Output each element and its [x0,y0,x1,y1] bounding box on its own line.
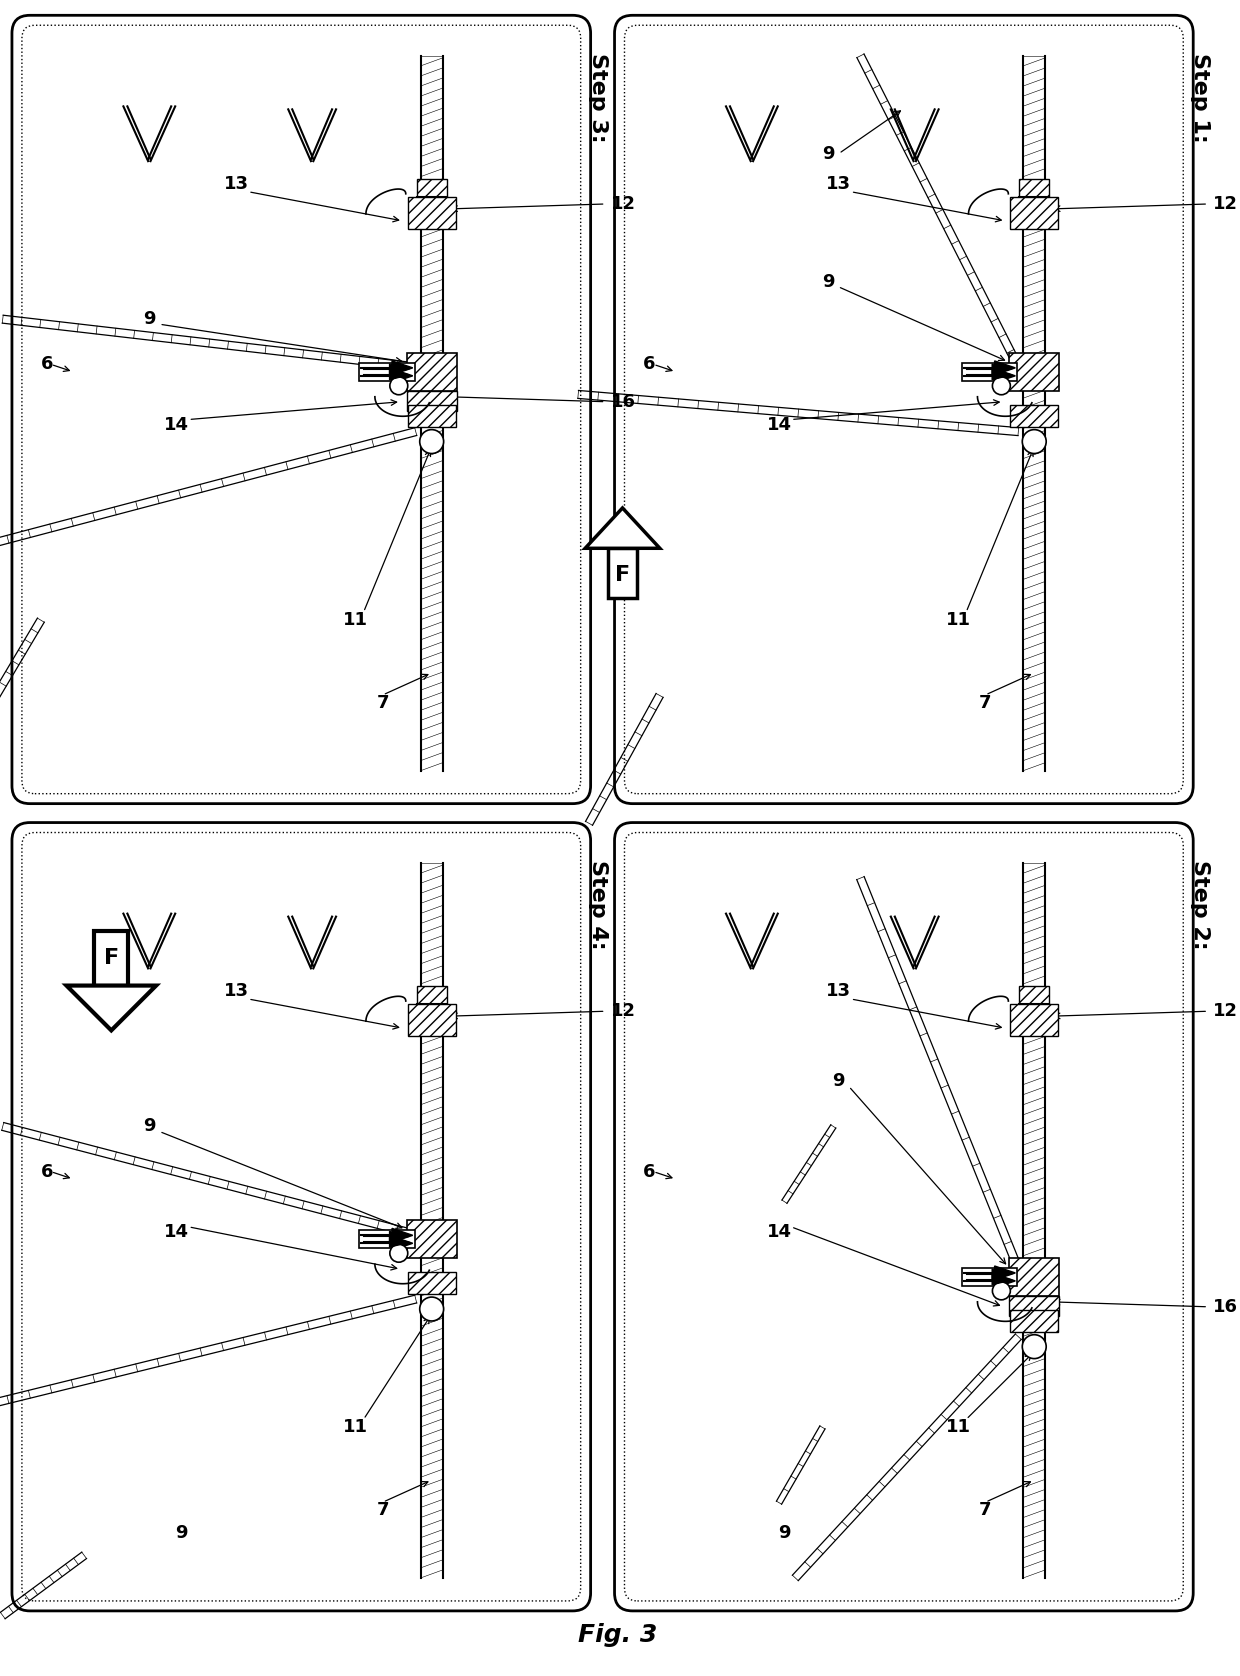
Polygon shape [392,1229,413,1242]
Polygon shape [389,364,409,374]
Bar [417,987,446,1004]
Bar [94,930,128,985]
Circle shape [389,377,408,396]
Text: 7: 7 [377,1502,389,1518]
Bar [417,179,446,198]
Polygon shape [994,360,1016,375]
Text: 12: 12 [1213,194,1238,213]
Bar [1011,1004,1058,1036]
Polygon shape [994,369,1016,382]
Text: Fig. 3: Fig. 3 [578,1622,657,1648]
FancyBboxPatch shape [615,823,1193,1611]
Polygon shape [389,1237,409,1247]
Polygon shape [992,1269,1012,1279]
Text: 13: 13 [223,982,249,1001]
Bar [1011,198,1058,230]
Text: 6: 6 [644,355,656,374]
Text: Step 4:: Step 4: [588,860,608,950]
Bar [408,404,455,427]
Text: Step 2:: Step 2: [1190,860,1210,950]
Bar [408,1004,455,1036]
Text: 9: 9 [822,273,835,290]
FancyBboxPatch shape [12,823,590,1611]
Text: 6: 6 [41,1163,53,1180]
Text: 16: 16 [610,392,636,411]
Text: 6: 6 [644,1163,656,1180]
Polygon shape [994,1274,1016,1287]
Bar [408,198,455,230]
Text: 11: 11 [343,612,368,628]
Text: F: F [104,949,119,969]
Bar [961,364,1017,380]
Text: 7: 7 [980,694,992,712]
FancyBboxPatch shape [12,15,590,803]
Text: Step 1:: Step 1: [1190,54,1210,142]
Polygon shape [67,985,156,1031]
Bar [1009,354,1059,391]
Text: 11: 11 [946,612,971,628]
Polygon shape [992,370,1012,380]
Text: F: F [615,565,630,585]
Polygon shape [392,1237,413,1250]
Text: 16: 16 [1213,1297,1238,1316]
Text: 12: 12 [610,1002,636,1021]
Bar [609,548,636,598]
Text: 13: 13 [826,174,851,193]
FancyBboxPatch shape [615,15,1193,803]
Text: 11: 11 [946,1418,971,1436]
Text: 9: 9 [143,1118,155,1135]
Text: 12: 12 [610,194,636,213]
Bar [1011,404,1058,427]
Polygon shape [992,1275,1012,1285]
Text: 9: 9 [832,1073,844,1091]
Text: 6: 6 [41,355,53,374]
Text: 7: 7 [980,1502,992,1518]
Text: 7: 7 [377,694,389,712]
Polygon shape [992,364,1012,374]
Bar [1009,1259,1059,1296]
Polygon shape [994,1265,1016,1280]
Circle shape [1022,1334,1047,1359]
Bar [358,364,414,380]
Polygon shape [392,360,413,375]
Bar [407,1220,456,1259]
Circle shape [992,1282,1011,1301]
Circle shape [1022,429,1047,454]
Circle shape [389,1244,408,1262]
Text: 14: 14 [164,1223,188,1240]
Text: 13: 13 [826,982,851,1001]
Circle shape [419,429,444,454]
Text: 12: 12 [1213,1002,1238,1021]
Text: 9: 9 [779,1523,791,1542]
Bar [1009,1296,1059,1316]
Text: 11: 11 [343,1418,368,1436]
Text: 14: 14 [766,416,791,434]
Polygon shape [389,370,409,380]
Bar [1019,987,1049,1004]
Bar [961,1269,1017,1285]
Bar [1019,179,1049,198]
Text: Step 3:: Step 3: [588,54,608,142]
Bar [407,354,456,391]
Text: 13: 13 [223,174,249,193]
Text: 9: 9 [176,1523,188,1542]
Circle shape [419,1297,444,1321]
Text: 9: 9 [822,144,835,163]
Bar [1011,1311,1058,1332]
Text: 14: 14 [766,1223,791,1240]
Bar [408,1272,455,1294]
Circle shape [992,377,1011,396]
Polygon shape [585,508,660,548]
Text: 9: 9 [143,310,155,328]
Polygon shape [389,1232,409,1242]
Polygon shape [392,369,413,382]
Text: 14: 14 [164,416,188,434]
Bar [358,1230,414,1249]
Bar [407,391,456,411]
